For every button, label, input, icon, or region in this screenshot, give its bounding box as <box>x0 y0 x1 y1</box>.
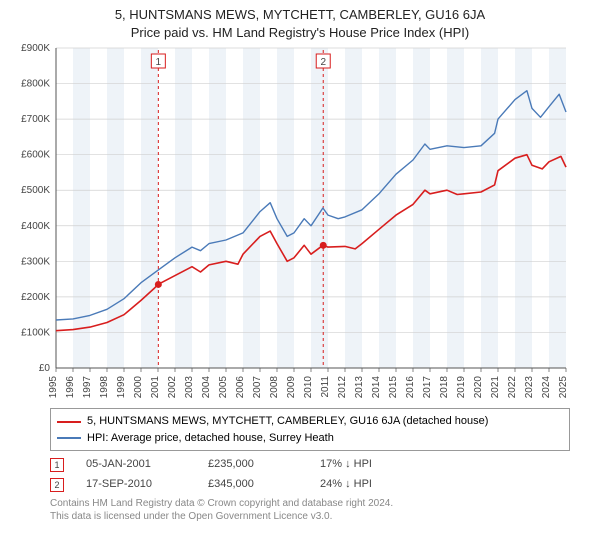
svg-text:2025: 2025 <box>558 376 569 399</box>
svg-text:2005: 2005 <box>218 376 229 399</box>
svg-text:1997: 1997 <box>82 376 93 399</box>
svg-text:2008: 2008 <box>269 376 280 399</box>
svg-text:2: 2 <box>320 57 326 68</box>
sale-date: 17-SEP-2010 <box>86 475 186 495</box>
page-subtitle: Price paid vs. HM Land Registry's House … <box>0 24 600 42</box>
svg-text:2004: 2004 <box>201 376 212 399</box>
svg-text:2013: 2013 <box>354 376 365 399</box>
svg-text:2007: 2007 <box>252 376 263 399</box>
svg-text:2016: 2016 <box>405 376 416 399</box>
sale-diff: 24% ↓ HPI <box>320 475 372 495</box>
svg-text:2001: 2001 <box>150 376 161 399</box>
svg-text:2014: 2014 <box>371 376 382 399</box>
svg-text:2010: 2010 <box>303 376 314 399</box>
sale-date: 05-JAN-2001 <box>86 455 186 475</box>
legend-label: HPI: Average price, detached house, Surr… <box>87 430 334 447</box>
sale-diff: 17% ↓ HPI <box>320 455 372 475</box>
svg-text:£200K: £200K <box>21 292 50 303</box>
svg-text:2011: 2011 <box>320 376 331 398</box>
sale-price: £235,000 <box>208 455 298 475</box>
sale-marker: 2 <box>50 478 64 492</box>
svg-text:£400K: £400K <box>21 221 50 232</box>
svg-text:2020: 2020 <box>473 376 484 399</box>
sale-row: 1 05-JAN-2001 £235,000 17% ↓ HPI <box>50 455 570 475</box>
attribution-line: This data is licensed under the Open Gov… <box>50 510 570 523</box>
svg-text:2022: 2022 <box>507 376 518 399</box>
sale-rows: 1 05-JAN-2001 £235,000 17% ↓ HPI 2 17-SEP-201… <box>50 455 570 495</box>
svg-text:1999: 1999 <box>116 376 127 399</box>
svg-text:2024: 2024 <box>541 376 552 399</box>
svg-text:2018: 2018 <box>439 376 450 399</box>
svg-text:2009: 2009 <box>286 376 297 399</box>
page-title: 5, HUNTSMANS MEWS, MYTCHETT, CAMBERLEY, … <box>0 6 600 24</box>
svg-text:£600K: £600K <box>21 150 50 161</box>
svg-text:2006: 2006 <box>235 376 246 399</box>
legend-label: 5, HUNTSMANS MEWS, MYTCHETT, CAMBERLEY, … <box>87 413 488 430</box>
legend-swatch <box>57 437 81 439</box>
svg-text:2000: 2000 <box>133 376 144 399</box>
legend-item: 5, HUNTSMANS MEWS, MYTCHETT, CAMBERLEY, … <box>57 413 563 430</box>
svg-text:2012: 2012 <box>337 376 348 399</box>
legend-item: HPI: Average price, detached house, Surr… <box>57 430 563 447</box>
svg-text:2002: 2002 <box>167 376 178 399</box>
svg-text:£800K: £800K <box>21 79 50 90</box>
svg-text:2019: 2019 <box>456 376 467 399</box>
svg-text:2003: 2003 <box>184 376 195 399</box>
svg-text:£900K: £900K <box>21 43 50 54</box>
legend: 5, HUNTSMANS MEWS, MYTCHETT, CAMBERLEY, … <box>50 408 570 451</box>
attribution: Contains HM Land Registry data © Crown c… <box>50 497 570 523</box>
svg-text:1996: 1996 <box>65 376 76 399</box>
svg-text:£0: £0 <box>39 363 51 374</box>
svg-text:£700K: £700K <box>21 114 50 125</box>
svg-text:2023: 2023 <box>524 376 535 399</box>
svg-text:£500K: £500K <box>21 186 50 197</box>
svg-text:2017: 2017 <box>422 376 433 399</box>
price-chart: £0 £100K £200K £300K £400K £500K £600K £700K £80… <box>8 42 578 402</box>
svg-text:2015: 2015 <box>388 376 399 399</box>
legend-swatch <box>57 421 81 423</box>
attribution-line: Contains HM Land Registry data © Crown c… <box>50 497 570 510</box>
svg-text:1995: 1995 <box>48 376 59 399</box>
sale-price: £345,000 <box>208 475 298 495</box>
sale-row: 2 17-SEP-2010 £345,000 24% ↓ HPI <box>50 475 570 495</box>
svg-text:2021: 2021 <box>490 376 501 399</box>
svg-text:1998: 1998 <box>99 376 110 399</box>
sale-marker: 1 <box>50 458 64 472</box>
svg-text:1: 1 <box>156 57 162 68</box>
svg-text:£100K: £100K <box>21 328 50 339</box>
svg-text:£300K: £300K <box>21 257 50 268</box>
